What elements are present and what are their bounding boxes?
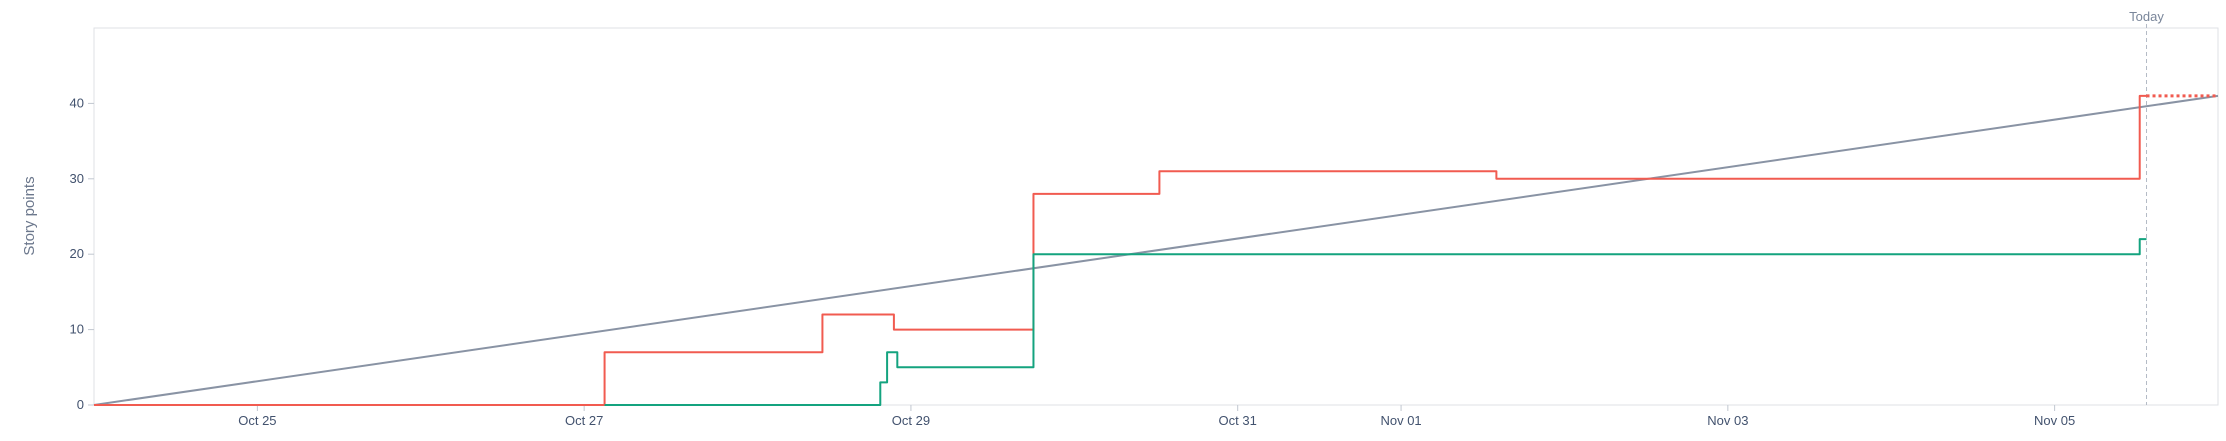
- y-tick-label: 0: [77, 397, 84, 412]
- y-axis: 0 10 20 30 40: [70, 95, 94, 412]
- x-axis: Oct 25 Oct 27 Oct 29 Oct 31 Nov 01 Nov 03 Nov …: [238, 405, 2075, 428]
- x-tick-label: Oct 25: [238, 413, 276, 428]
- x-tick-label: Oct 31: [1219, 413, 1257, 428]
- x-tick-label: Oct 29: [892, 413, 930, 428]
- guideline-series-line: [93, 94, 2219, 406]
- today-label: Today: [2129, 9, 2164, 24]
- plot-border: [93, 27, 2219, 406]
- y-axis-title: Story points: [21, 176, 38, 255]
- y-tick-label: 30: [70, 171, 84, 186]
- y-tick-label: 10: [70, 322, 84, 337]
- x-tick-label: Nov 01: [1380, 413, 1421, 428]
- x-tick-label: Nov 05: [2034, 413, 2075, 428]
- y-tick-label: 20: [70, 246, 84, 261]
- y-tick-label: 40: [70, 95, 84, 110]
- x-tick-label: Nov 03: [1707, 413, 1748, 428]
- scope-series-line: [94, 94, 2147, 406]
- plot-frame: [93, 27, 2219, 406]
- today-marker: Today: [2129, 9, 2164, 405]
- x-tick-label: Oct 27: [565, 413, 603, 428]
- series-layer: [93, 94, 2219, 406]
- completed-series-line: [604, 238, 2147, 406]
